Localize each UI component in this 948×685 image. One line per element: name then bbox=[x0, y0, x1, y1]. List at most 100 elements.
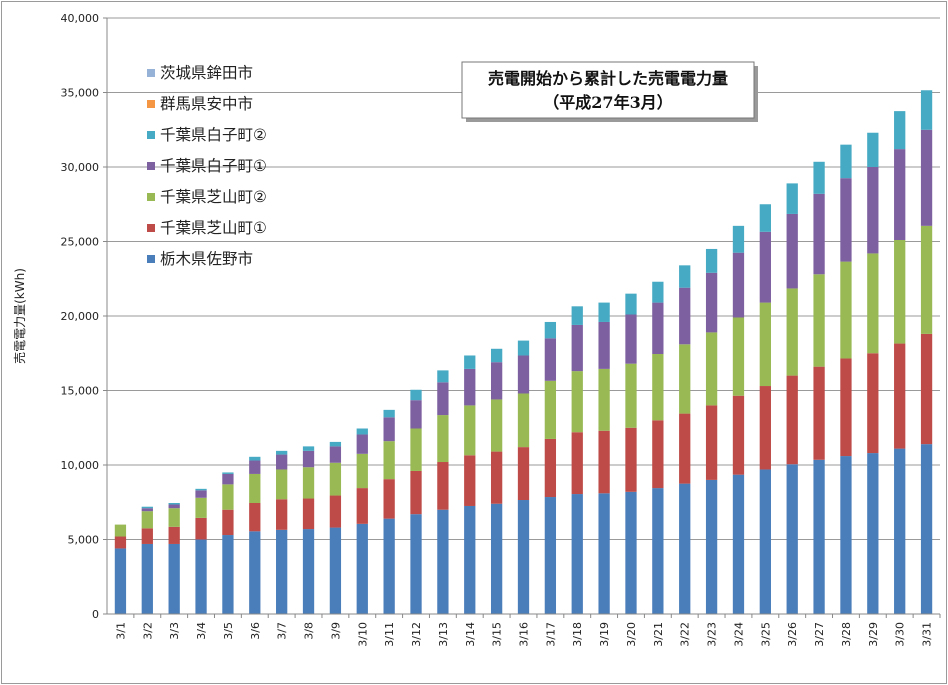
bar-segment bbox=[517, 447, 530, 501]
bar-segment bbox=[544, 497, 557, 614]
bar-segment bbox=[705, 479, 718, 614]
bar-segment bbox=[114, 536, 127, 549]
bar-segment bbox=[195, 488, 207, 491]
legend-swatch bbox=[147, 131, 155, 139]
x-tick-label: 3/9 bbox=[329, 622, 342, 640]
bar-segment bbox=[920, 225, 933, 334]
bar-segment bbox=[625, 491, 637, 614]
bar-segment bbox=[679, 483, 691, 614]
bar-segment bbox=[759, 386, 771, 470]
x-tick-label: 3/3 bbox=[168, 622, 181, 640]
legend-swatch bbox=[147, 193, 155, 201]
bar-segment bbox=[544, 321, 557, 339]
bar-segment bbox=[652, 353, 664, 421]
x-tick-label: 3/19 bbox=[598, 622, 611, 647]
bar-segment bbox=[195, 490, 207, 498]
bar-segment bbox=[732, 474, 745, 614]
bar-segment bbox=[141, 506, 153, 509]
legend-label: 千葉県白子町① bbox=[160, 157, 267, 175]
bar-segment bbox=[894, 448, 906, 614]
bar-segment bbox=[867, 253, 879, 354]
x-tick-label: 3/14 bbox=[464, 622, 477, 647]
x-tick-label: 3/23 bbox=[706, 622, 719, 647]
bar-segment bbox=[195, 517, 207, 540]
bar-segment bbox=[114, 548, 127, 614]
bar-segment bbox=[625, 427, 637, 492]
bar-segment bbox=[437, 509, 449, 614]
bar-segment bbox=[705, 272, 718, 333]
bar-segment bbox=[222, 473, 234, 485]
y-axis-ticks: 0 5,000 10,000 15,000 20,000 25,000 30,000 35,0… bbox=[61, 12, 107, 621]
x-tick-label: 3/24 bbox=[732, 622, 745, 647]
bar-segment bbox=[732, 225, 745, 253]
x-tick-label: 3/22 bbox=[679, 622, 692, 647]
bar-segment bbox=[813, 366, 825, 460]
bar-segment bbox=[437, 382, 449, 416]
bar-segment bbox=[625, 293, 637, 315]
y-tick-label: 10,000 bbox=[61, 459, 100, 472]
bar-segment bbox=[329, 441, 342, 447]
bar-segment bbox=[356, 453, 368, 489]
bar-segment bbox=[571, 494, 583, 614]
bar-segment bbox=[249, 502, 261, 532]
legend-label: 群馬県安中市 bbox=[160, 95, 253, 113]
x-tick-label: 3/29 bbox=[867, 622, 880, 647]
bar-segment bbox=[302, 446, 315, 451]
x-tick-label: 3/7 bbox=[276, 622, 289, 640]
bar-segment bbox=[598, 302, 610, 322]
bar-segment bbox=[410, 389, 422, 401]
bar-segment bbox=[141, 543, 153, 614]
bar-segment bbox=[302, 529, 315, 614]
bar-segment bbox=[249, 531, 261, 614]
bar-segment bbox=[813, 193, 825, 275]
bar-segment bbox=[840, 261, 852, 359]
bar-segment bbox=[920, 333, 933, 445]
x-tick-label: 3/12 bbox=[410, 622, 423, 647]
bar-segment bbox=[464, 505, 476, 614]
x-tick-label: 3/6 bbox=[249, 622, 262, 640]
bar-segment bbox=[571, 371, 583, 433]
bar-segment bbox=[222, 484, 234, 510]
bar-segment bbox=[759, 204, 771, 232]
bar-segment bbox=[894, 111, 906, 150]
bar-segment bbox=[356, 523, 368, 614]
bar-segment bbox=[894, 149, 906, 241]
legend-label: 千葉県芝山町② bbox=[160, 188, 267, 206]
bar-segment bbox=[490, 399, 503, 452]
bar-segment bbox=[356, 434, 368, 454]
bar-segment bbox=[840, 358, 852, 457]
bar-segment bbox=[894, 343, 906, 449]
bar-segment bbox=[329, 495, 342, 528]
bar-segment bbox=[114, 524, 127, 537]
bar-segment bbox=[625, 363, 637, 428]
bar-segment bbox=[625, 314, 637, 364]
chart-title-box: 売電開始から累計した売電電力量 （平成27年3月） bbox=[461, 61, 758, 122]
bar-segment bbox=[598, 368, 610, 431]
bar-segment bbox=[813, 161, 825, 194]
bar-segment bbox=[356, 488, 368, 524]
x-tick-label: 3/28 bbox=[840, 622, 853, 647]
bar-segment bbox=[840, 178, 852, 262]
bar-segment bbox=[141, 508, 153, 512]
title-box bbox=[461, 61, 755, 119]
x-tick-label: 3/30 bbox=[894, 622, 907, 647]
bar-segment bbox=[276, 469, 288, 500]
bar-segment bbox=[517, 393, 530, 448]
bar-segment bbox=[598, 493, 610, 614]
bar-segment bbox=[490, 503, 503, 614]
bar-segment bbox=[249, 456, 261, 461]
bar-segment bbox=[410, 400, 422, 429]
bar-segment bbox=[840, 456, 852, 614]
x-tick-label: 3/16 bbox=[518, 622, 531, 647]
bar-segment bbox=[249, 460, 261, 474]
legend-swatch bbox=[147, 100, 155, 108]
bar-segment bbox=[490, 362, 503, 400]
bar-segment bbox=[786, 288, 798, 376]
bar-segment bbox=[195, 539, 207, 614]
bar-segment bbox=[867, 453, 879, 614]
bar-segment bbox=[276, 450, 288, 455]
y-axis-label: 売電電力量(kWh) bbox=[12, 268, 27, 364]
bar-segment bbox=[410, 428, 422, 471]
bar-segment bbox=[920, 129, 933, 226]
bar-segment bbox=[679, 413, 691, 484]
